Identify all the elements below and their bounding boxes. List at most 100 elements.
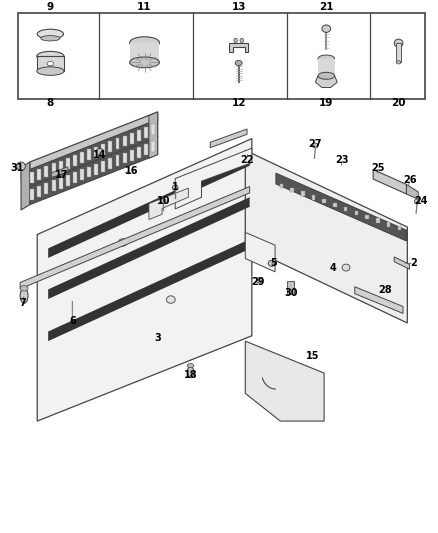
Ellipse shape <box>318 55 335 62</box>
Bar <box>37 186 41 197</box>
Bar <box>355 211 358 215</box>
Bar <box>290 188 294 192</box>
Polygon shape <box>175 148 252 209</box>
Text: 11: 11 <box>137 3 152 12</box>
Bar <box>137 147 141 158</box>
Bar <box>116 139 120 149</box>
Bar <box>66 158 70 168</box>
Polygon shape <box>52 167 68 177</box>
Bar <box>279 184 283 188</box>
Bar <box>73 172 77 183</box>
Text: 1: 1 <box>172 182 179 192</box>
Ellipse shape <box>396 61 401 64</box>
Bar <box>45 166 49 177</box>
Polygon shape <box>20 187 250 289</box>
Bar <box>312 195 315 199</box>
Bar <box>30 189 34 200</box>
Bar <box>37 56 64 71</box>
Ellipse shape <box>41 36 60 41</box>
Ellipse shape <box>17 162 25 171</box>
Polygon shape <box>373 169 406 194</box>
Bar <box>144 127 148 138</box>
Ellipse shape <box>173 185 178 190</box>
Bar <box>101 161 105 172</box>
Ellipse shape <box>318 72 335 79</box>
Ellipse shape <box>414 199 420 204</box>
Text: 30: 30 <box>285 288 298 298</box>
Text: 23: 23 <box>335 155 348 165</box>
Ellipse shape <box>161 198 166 204</box>
Ellipse shape <box>342 264 350 271</box>
Ellipse shape <box>187 364 194 368</box>
Polygon shape <box>21 162 30 210</box>
Polygon shape <box>48 197 250 299</box>
Text: 19: 19 <box>319 99 333 108</box>
Bar <box>344 207 347 211</box>
Bar <box>87 149 91 160</box>
Bar <box>376 219 380 223</box>
Bar <box>109 158 113 169</box>
Bar <box>94 147 98 158</box>
Polygon shape <box>315 76 337 87</box>
Polygon shape <box>245 150 407 323</box>
Ellipse shape <box>187 367 194 377</box>
Bar <box>130 150 134 160</box>
Polygon shape <box>30 112 158 171</box>
Bar <box>73 155 77 166</box>
Polygon shape <box>30 119 158 188</box>
Ellipse shape <box>20 288 28 303</box>
Polygon shape <box>210 129 247 148</box>
Ellipse shape <box>322 25 331 33</box>
Text: 21: 21 <box>319 3 334 12</box>
Polygon shape <box>406 184 418 199</box>
Bar <box>45 183 49 194</box>
Bar <box>151 124 155 135</box>
Bar <box>116 156 120 166</box>
Text: 4: 4 <box>329 263 336 272</box>
Polygon shape <box>276 173 406 241</box>
Bar <box>30 172 34 183</box>
Ellipse shape <box>37 67 64 75</box>
Text: 25: 25 <box>371 163 384 173</box>
Text: 26: 26 <box>403 175 416 185</box>
Bar <box>333 203 337 207</box>
Bar <box>287 281 294 294</box>
Polygon shape <box>149 188 188 220</box>
Bar <box>37 169 41 180</box>
Ellipse shape <box>394 39 403 47</box>
Bar <box>87 166 91 177</box>
Text: 28: 28 <box>378 286 392 295</box>
Bar <box>137 130 141 141</box>
Bar <box>322 199 326 204</box>
Bar <box>365 215 369 219</box>
Ellipse shape <box>47 61 53 66</box>
Ellipse shape <box>235 60 242 66</box>
Bar <box>80 169 84 180</box>
Text: 12: 12 <box>231 99 246 108</box>
Text: 9: 9 <box>47 3 54 12</box>
Polygon shape <box>48 239 250 341</box>
Text: 29: 29 <box>252 278 265 287</box>
Ellipse shape <box>234 38 237 43</box>
Bar <box>52 181 56 191</box>
Text: 20: 20 <box>391 99 406 108</box>
Polygon shape <box>48 156 250 258</box>
Text: 18: 18 <box>184 370 198 380</box>
Bar <box>151 141 155 152</box>
Ellipse shape <box>256 278 262 283</box>
Polygon shape <box>355 287 403 313</box>
Bar <box>59 177 63 189</box>
Bar <box>387 222 390 227</box>
Ellipse shape <box>240 38 244 43</box>
Ellipse shape <box>268 260 275 266</box>
Ellipse shape <box>166 296 175 303</box>
Ellipse shape <box>118 239 127 246</box>
Bar <box>109 141 113 152</box>
Polygon shape <box>37 139 252 421</box>
Bar <box>123 152 127 164</box>
Ellipse shape <box>130 57 159 68</box>
Bar <box>130 43 159 62</box>
Text: 7: 7 <box>19 298 26 308</box>
Bar <box>123 135 127 147</box>
Bar <box>80 152 84 163</box>
